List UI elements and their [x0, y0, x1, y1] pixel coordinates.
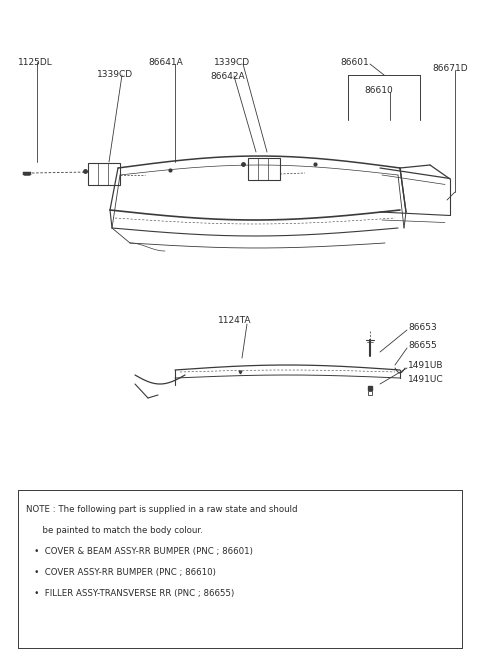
- Text: NOTE : The following part is supplied in a raw state and should: NOTE : The following part is supplied in…: [26, 505, 298, 514]
- Text: 86601: 86601: [340, 58, 369, 67]
- Text: be painted to match the body colour.: be painted to match the body colour.: [26, 526, 203, 535]
- Text: 86653: 86653: [408, 323, 437, 332]
- Text: 1491UB: 1491UB: [408, 361, 444, 370]
- Text: •  COVER ASSY-RR BUMPER (PNC ; 86610): • COVER ASSY-RR BUMPER (PNC ; 86610): [26, 568, 216, 577]
- Text: 1124TA: 1124TA: [218, 316, 252, 325]
- Text: 86655: 86655: [408, 341, 437, 350]
- Text: 86671D: 86671D: [432, 64, 468, 73]
- Text: 1339CD: 1339CD: [214, 58, 250, 67]
- Text: •  COVER & BEAM ASSY-RR BUMPER (PNC ; 86601): • COVER & BEAM ASSY-RR BUMPER (PNC ; 866…: [26, 547, 253, 556]
- Text: 86610: 86610: [364, 86, 393, 95]
- Bar: [88, 163, 120, 185]
- Text: 86642A: 86642A: [210, 72, 245, 81]
- Text: •  FILLER ASSY-TRANSVERSE RR (PNC ; 86655): • FILLER ASSY-TRANSVERSE RR (PNC ; 86655…: [26, 589, 234, 598]
- Text: 1339CD: 1339CD: [97, 70, 133, 79]
- Text: 1491UC: 1491UC: [408, 375, 444, 384]
- Text: 86641A: 86641A: [148, 58, 183, 67]
- Text: 1125DL: 1125DL: [18, 58, 53, 67]
- Bar: [248, 158, 280, 180]
